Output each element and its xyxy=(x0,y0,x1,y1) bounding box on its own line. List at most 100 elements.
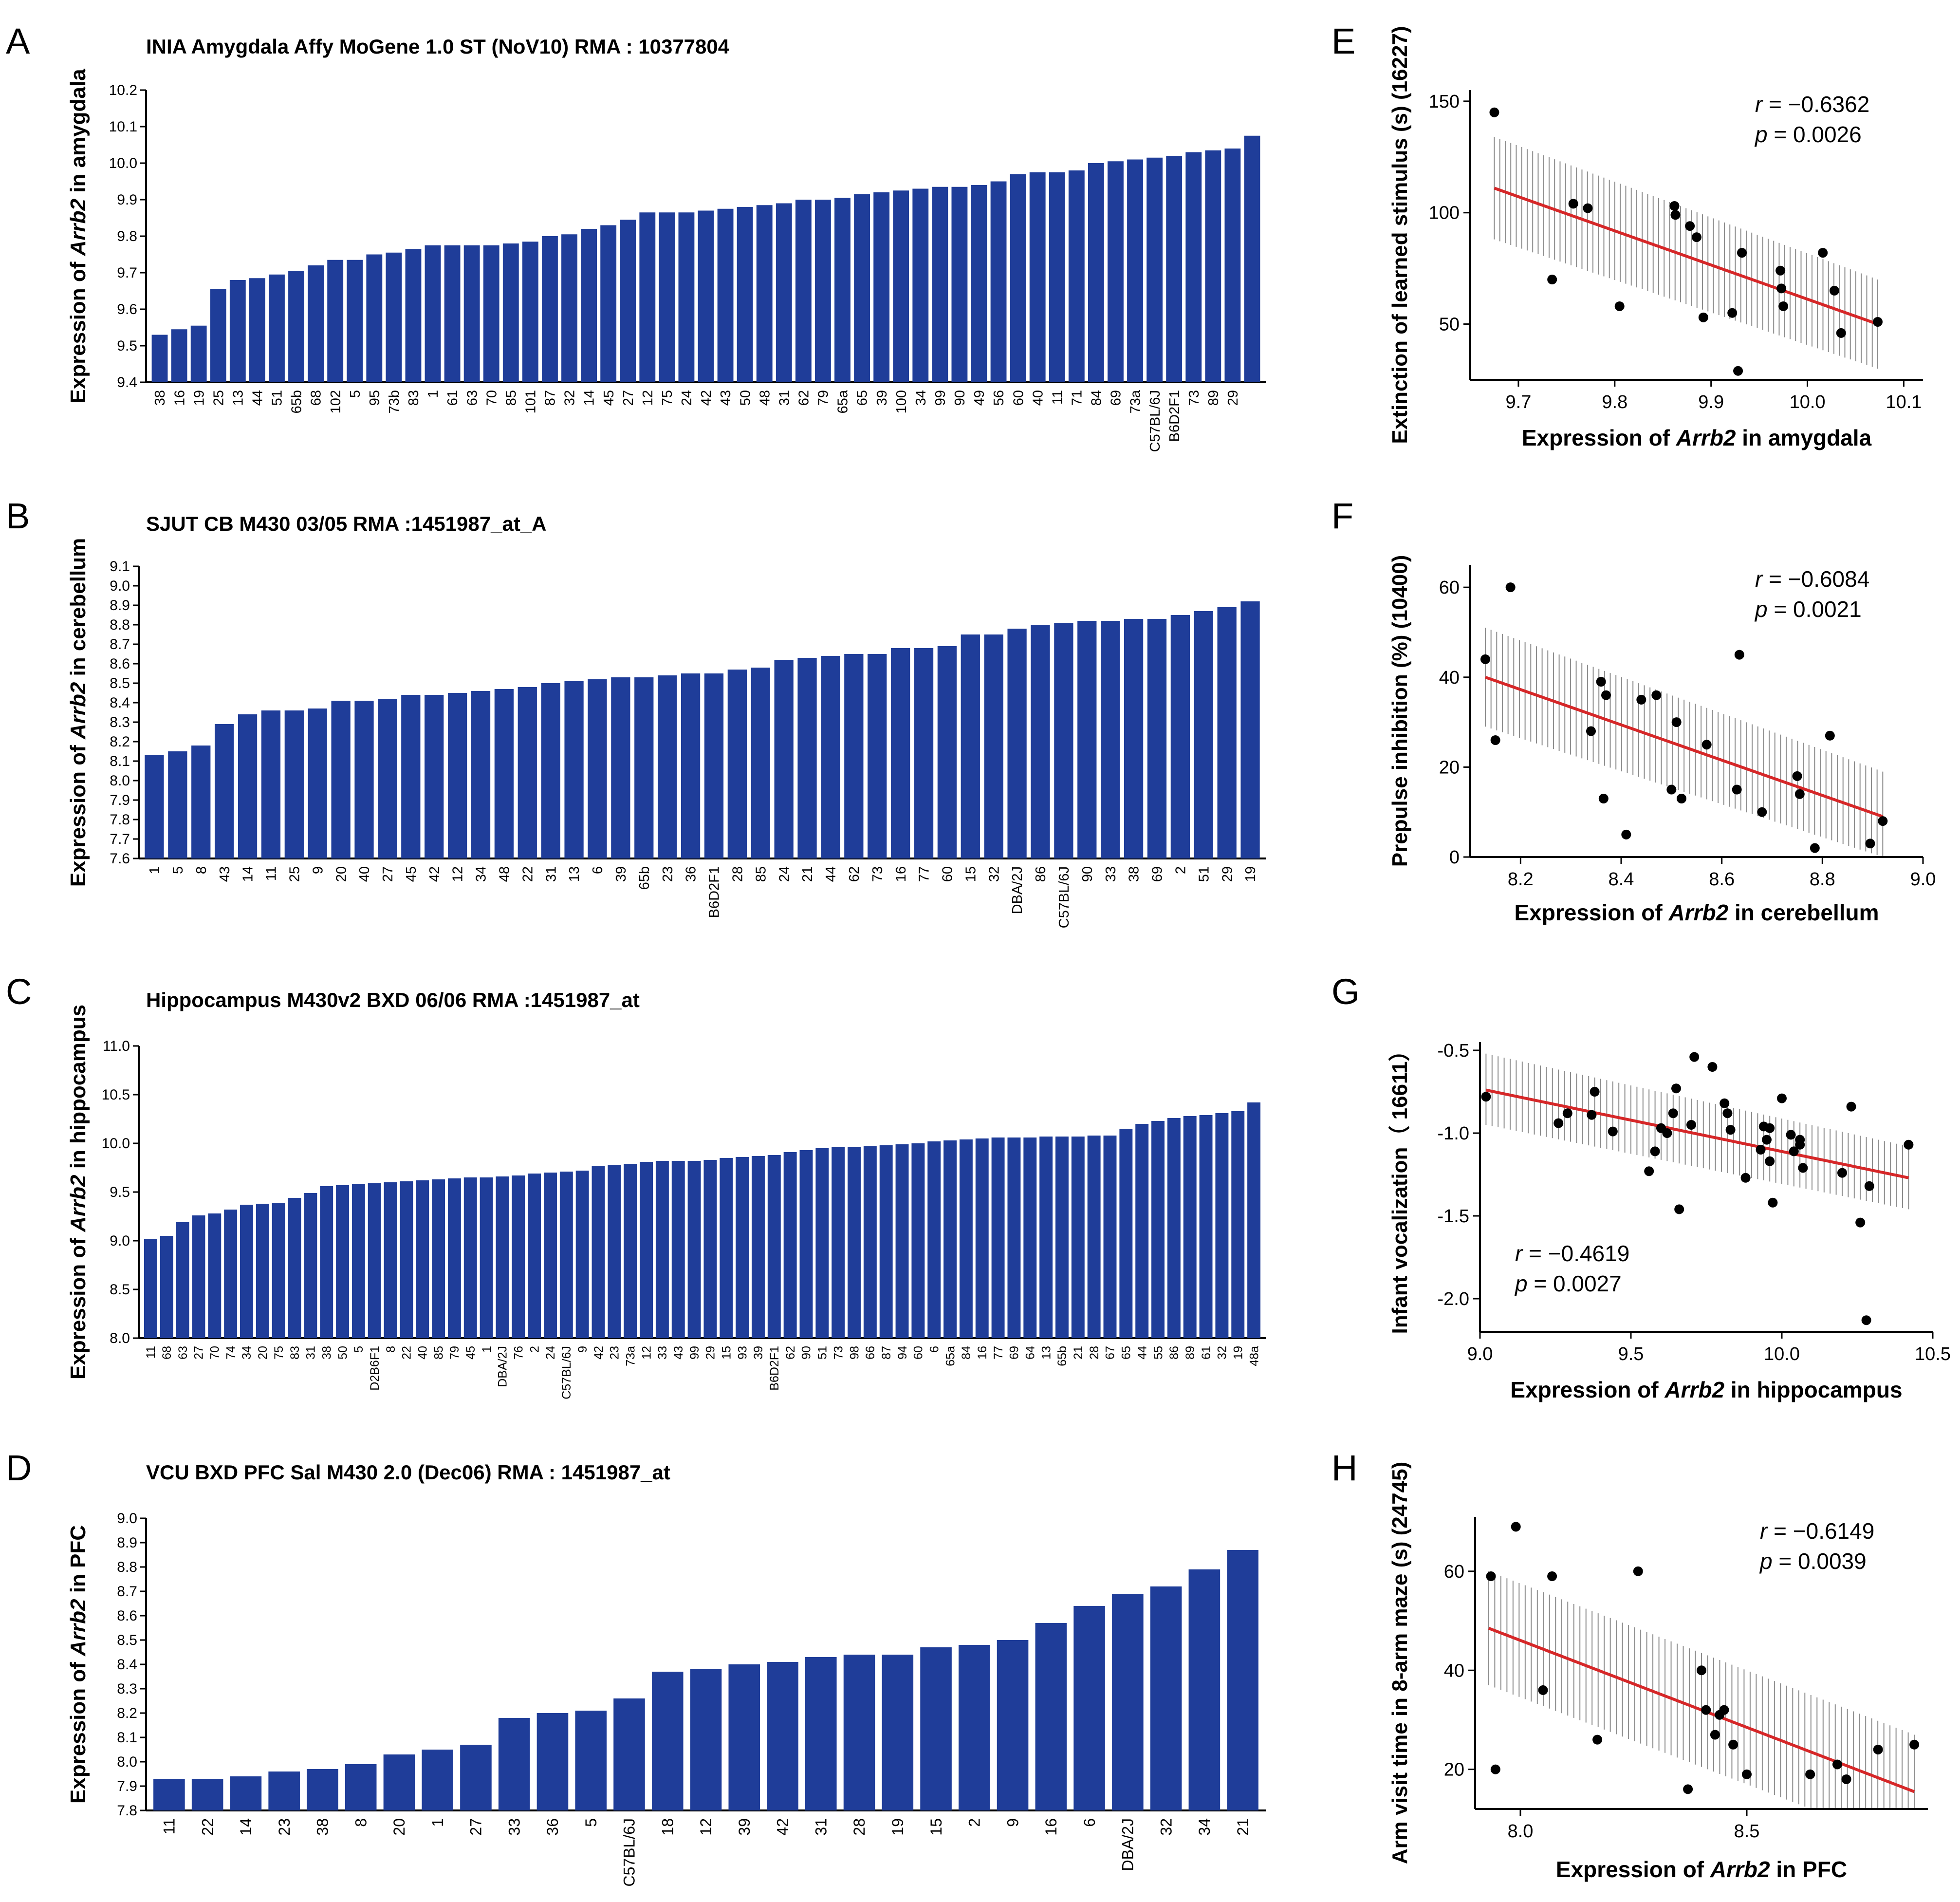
x-tick-label: 8.6 xyxy=(1709,869,1735,890)
category-label: 5 xyxy=(348,390,363,398)
y-tick-label: 8.2 xyxy=(117,1705,137,1721)
category-label: 93 xyxy=(736,1346,749,1360)
bar xyxy=(1151,1121,1165,1338)
data-point xyxy=(1728,1739,1738,1750)
bar xyxy=(386,252,402,382)
category-label: 2 xyxy=(966,1818,983,1827)
data-point xyxy=(1846,1101,1856,1112)
data-point xyxy=(1590,1087,1600,1097)
bar xyxy=(214,724,234,858)
category-label: 39 xyxy=(874,390,890,406)
bar xyxy=(1077,621,1097,858)
category-label: 90 xyxy=(952,390,968,406)
bar xyxy=(320,1186,333,1338)
bar xyxy=(655,1161,669,1338)
bar xyxy=(331,701,351,858)
category-label: 42 xyxy=(699,390,714,406)
category-label: 9 xyxy=(1004,1818,1021,1827)
category-label: 60 xyxy=(940,866,956,882)
bar xyxy=(1247,1102,1261,1338)
category-label: 19 xyxy=(1243,866,1258,882)
category-label: 19 xyxy=(191,390,207,406)
data-point xyxy=(1587,1110,1597,1120)
category-label: 1 xyxy=(147,866,163,874)
category-label: 32 xyxy=(1157,1818,1175,1836)
bar xyxy=(559,1172,573,1338)
category-label: 16 xyxy=(172,390,187,406)
scatter-chart-e: 9.7 9.8 9.9 10.0 10.1 50 100 150 Expression of A… xyxy=(1388,26,1923,450)
x-axis-label: Expression of Arrb2 in amygdala xyxy=(1522,425,1872,450)
x-tick-label: 10.0 xyxy=(1790,392,1826,412)
data-point xyxy=(1904,1139,1914,1150)
bar xyxy=(658,675,677,858)
category-label: 16 xyxy=(893,866,909,882)
bar xyxy=(1055,1137,1069,1338)
bar xyxy=(444,245,461,382)
category-label: 101 xyxy=(523,390,539,413)
y-tick-label: 40 xyxy=(1439,668,1460,688)
category-label: 65 xyxy=(855,390,870,406)
label-part: in hippocampus xyxy=(1724,1377,1902,1402)
category-label: C57BL/6J xyxy=(1056,866,1072,928)
bar xyxy=(1049,172,1065,382)
category-label: 65b xyxy=(637,866,652,890)
category-label: 23 xyxy=(660,866,676,882)
y-tick-label: 8.6 xyxy=(110,656,130,672)
y-tick-label: 7.9 xyxy=(110,792,130,808)
category-label: 48 xyxy=(497,866,513,882)
bar xyxy=(1088,163,1104,382)
bar xyxy=(288,271,304,382)
bar xyxy=(937,646,957,858)
data-point xyxy=(1864,1181,1874,1191)
y-tick-label: 7.7 xyxy=(110,831,130,847)
label-part: in PFC xyxy=(1770,1857,1847,1882)
category-label: 60 xyxy=(1011,390,1026,406)
data-point xyxy=(1553,1118,1564,1128)
bar xyxy=(1112,1594,1144,1810)
category-label: 89 xyxy=(1206,390,1221,406)
y-tick-label: -0.5 xyxy=(1438,1041,1469,1061)
bar-chart-c: Hippocampus M430v2 BXD 06/06 RMA :145198… xyxy=(66,988,1266,1399)
regression-line xyxy=(1494,186,1879,326)
category-label: D2B6F1 xyxy=(368,1346,382,1391)
bar xyxy=(416,1180,429,1338)
category-label: 90 xyxy=(800,1346,814,1360)
category-label: 6 xyxy=(590,866,606,874)
category-label: 33 xyxy=(505,1818,523,1836)
category-label: 12 xyxy=(640,1346,653,1360)
data-point xyxy=(1489,107,1499,117)
y-tick-label: 10.0 xyxy=(102,1136,130,1152)
bar xyxy=(224,1210,238,1338)
category-label: 36 xyxy=(544,1818,561,1836)
bar xyxy=(893,190,909,382)
bar xyxy=(1119,1129,1133,1338)
bar xyxy=(480,1177,493,1338)
data-point xyxy=(1795,1139,1805,1150)
bar xyxy=(611,677,630,858)
bar xyxy=(1188,1569,1220,1810)
label-part: Expression of xyxy=(1556,1857,1710,1882)
category-label: 51 xyxy=(270,390,285,406)
category-label: 68 xyxy=(309,390,324,406)
category-label: 44 xyxy=(250,390,266,406)
category-label: 5 xyxy=(352,1346,366,1353)
category-label: 42 xyxy=(427,866,443,882)
data-point xyxy=(1596,677,1606,687)
label-part: in PFC xyxy=(66,1525,90,1599)
y-tick-label: 9.8 xyxy=(117,228,137,244)
bar xyxy=(1183,1116,1197,1338)
data-point xyxy=(1583,203,1593,213)
bar xyxy=(308,709,327,858)
data-point xyxy=(1608,1126,1618,1137)
label-part: in hippocampus xyxy=(66,1005,90,1175)
category-label: 15 xyxy=(720,1346,734,1360)
label-part: Arrb2 xyxy=(1676,425,1736,450)
x-tick-label: 8.8 xyxy=(1810,869,1835,890)
category-label: 102 xyxy=(328,390,344,413)
bar xyxy=(400,1181,413,1338)
data-point xyxy=(1734,650,1744,660)
category-label: 56 xyxy=(991,390,1007,406)
panel-letter-c: C xyxy=(6,971,32,1012)
x-tick-label: 10.5 xyxy=(1915,1344,1951,1364)
